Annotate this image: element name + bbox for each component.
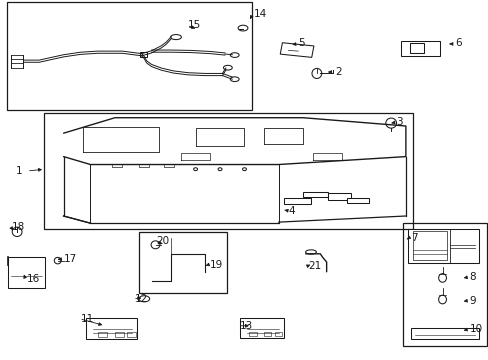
Ellipse shape bbox=[12, 227, 22, 237]
Ellipse shape bbox=[193, 168, 197, 171]
Bar bbox=[8, 257, 45, 288]
Text: 3: 3 bbox=[395, 117, 402, 127]
Text: 15: 15 bbox=[188, 20, 201, 30]
Bar bbox=[346, 198, 368, 203]
Bar bbox=[410, 328, 478, 339]
Text: 13: 13 bbox=[239, 321, 252, 331]
Bar bbox=[303, 192, 327, 197]
Ellipse shape bbox=[170, 35, 181, 40]
Text: 18: 18 bbox=[12, 222, 25, 232]
Bar bbox=[98, 332, 106, 337]
Bar bbox=[412, 231, 446, 260]
Ellipse shape bbox=[385, 118, 396, 128]
Bar bbox=[249, 332, 256, 336]
Ellipse shape bbox=[305, 250, 316, 254]
Bar bbox=[7, 2, 251, 110]
Bar bbox=[264, 332, 271, 336]
Bar bbox=[407, 229, 478, 263]
Bar bbox=[85, 318, 137, 339]
Bar bbox=[127, 332, 136, 337]
Ellipse shape bbox=[230, 53, 239, 57]
Ellipse shape bbox=[218, 168, 222, 171]
Bar bbox=[139, 232, 227, 293]
Text: 6: 6 bbox=[454, 38, 461, 48]
Text: 10: 10 bbox=[468, 324, 482, 334]
Ellipse shape bbox=[438, 295, 446, 304]
Text: 11: 11 bbox=[81, 314, 94, 324]
Text: 12: 12 bbox=[134, 294, 147, 304]
Text: 8: 8 bbox=[468, 272, 475, 282]
Ellipse shape bbox=[151, 241, 160, 249]
Text: 21: 21 bbox=[307, 261, 321, 271]
Bar bbox=[280, 43, 313, 57]
Ellipse shape bbox=[242, 168, 246, 171]
Text: 1: 1 bbox=[15, 166, 22, 176]
Text: 20: 20 bbox=[156, 236, 169, 246]
Ellipse shape bbox=[223, 66, 232, 70]
Bar bbox=[327, 193, 350, 200]
Ellipse shape bbox=[438, 274, 446, 282]
Text: 9: 9 bbox=[468, 296, 475, 306]
Text: 17: 17 bbox=[63, 254, 77, 264]
Ellipse shape bbox=[238, 25, 247, 31]
Bar bbox=[44, 113, 412, 229]
Bar bbox=[115, 332, 123, 337]
Bar bbox=[283, 198, 310, 204]
Text: 5: 5 bbox=[298, 38, 305, 48]
Bar bbox=[409, 43, 424, 53]
Bar bbox=[400, 41, 439, 56]
Text: 2: 2 bbox=[334, 67, 341, 77]
Bar bbox=[239, 318, 283, 338]
Bar bbox=[140, 52, 147, 57]
Text: 14: 14 bbox=[254, 9, 267, 19]
Ellipse shape bbox=[230, 77, 239, 81]
Text: 16: 16 bbox=[27, 274, 40, 284]
Text: 4: 4 bbox=[288, 206, 295, 216]
Ellipse shape bbox=[139, 296, 149, 302]
Text: 19: 19 bbox=[210, 260, 223, 270]
Ellipse shape bbox=[54, 257, 61, 264]
Bar bbox=[274, 332, 282, 336]
Bar bbox=[403, 223, 486, 346]
Ellipse shape bbox=[311, 68, 321, 78]
Text: 7: 7 bbox=[410, 233, 417, 243]
